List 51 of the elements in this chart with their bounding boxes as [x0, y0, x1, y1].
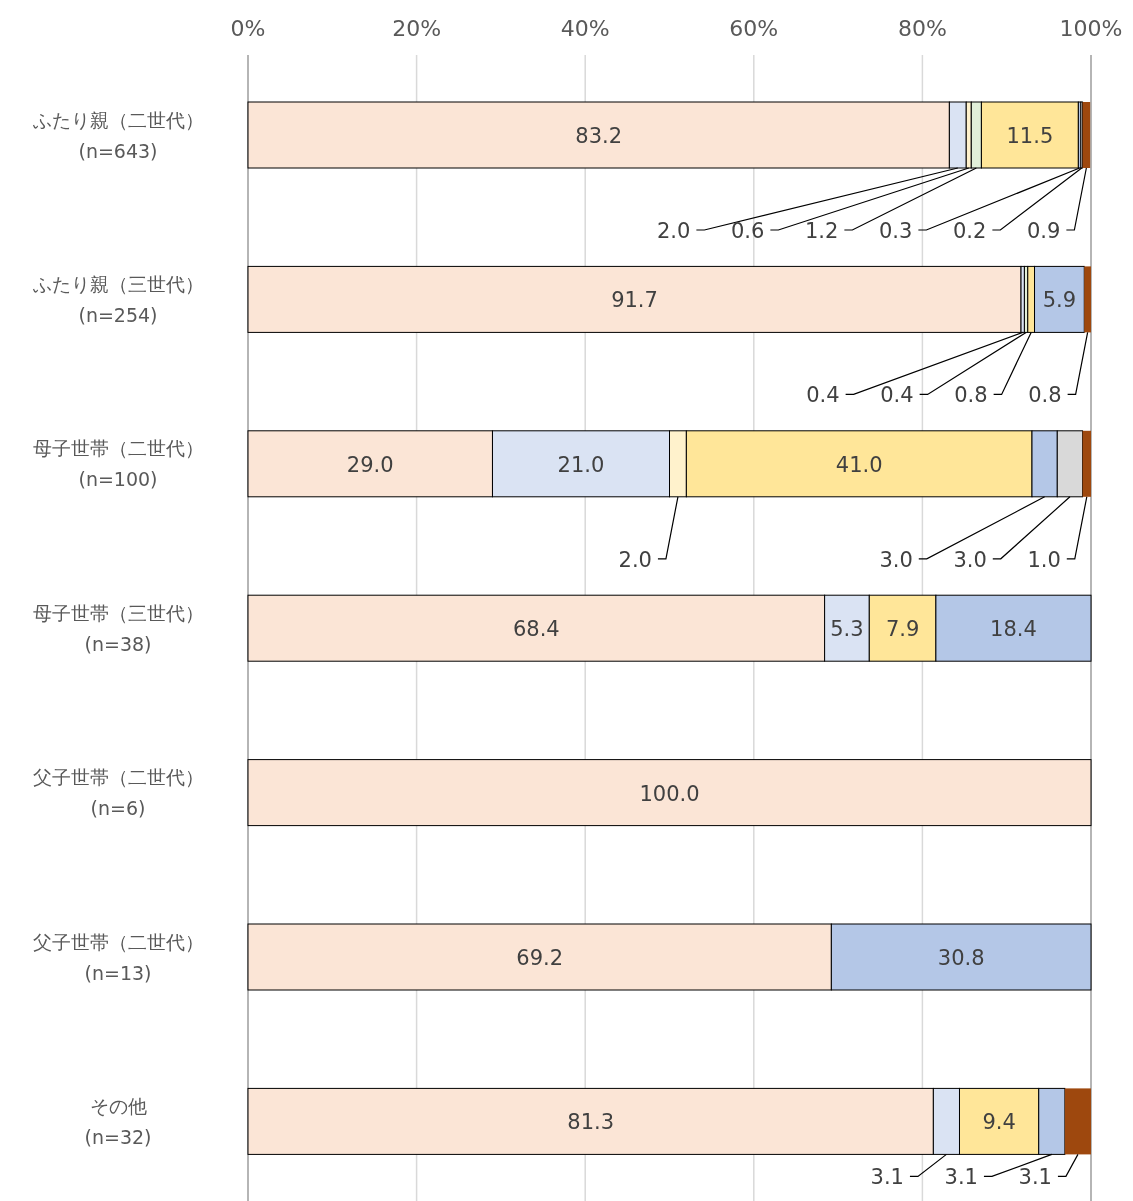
data-label: 0.4 [880, 383, 914, 408]
data-label: 100.0 [639, 781, 700, 806]
data-label: 3.0 [953, 547, 987, 572]
bar [1082, 102, 1091, 168]
x-tick-label: 20% [392, 16, 442, 41]
y-tick-label: ふたり親（二世代） (n=643) [31, 108, 204, 162]
data-label: 83.2 [575, 124, 623, 148]
y-tick-label: 母子世帯（二世代） (n=100) [32, 437, 204, 491]
x-tick-label: 40% [560, 16, 610, 41]
data-label: 0.4 [806, 383, 840, 408]
x-tick-label: 100% [1059, 16, 1123, 41]
x-tick-label: 0% [230, 16, 266, 41]
data-label: 5.3 [830, 617, 864, 642]
y-tick-label: 父子世帯（二世代） (n=6) [32, 766, 204, 820]
bar [1082, 430, 1091, 497]
bar [247, 759, 1092, 827]
data-label: 41.0 [835, 452, 883, 477]
data-label: 0.2 [952, 219, 987, 243]
bar [1084, 266, 1091, 333]
y-tick-label: 母子世帯（三世代） (n=38) [32, 601, 204, 655]
data-label: 11.5 [1006, 124, 1054, 148]
x-tick-label: 60% [729, 16, 779, 41]
data-label: 1.0 [1027, 547, 1061, 572]
data-label: 3.0 [879, 547, 913, 572]
data-label: 0.6 [730, 219, 765, 243]
data-label: 5.9 [1042, 288, 1077, 313]
data-label: 2.0 [656, 219, 691, 243]
data-label: 9.4 [982, 1110, 1016, 1135]
data-label: 69.2 [516, 946, 564, 970]
data-label: 29.0 [346, 452, 394, 477]
data-label: 21.0 [557, 452, 605, 477]
data-label: 91.7 [611, 288, 658, 313]
data-label: 0.8 [1028, 383, 1062, 408]
data-label: 81.3 [567, 1110, 615, 1135]
data-label: 2.0 [618, 547, 652, 572]
data-label: 0.3 [878, 219, 913, 243]
data-label: 0.8 [954, 383, 988, 408]
bar [1064, 1088, 1091, 1155]
y-tick-label: 父子世帯（二世代） (n=13) [32, 930, 204, 984]
data-label: 18.4 [990, 617, 1037, 642]
y-tick-label: その他 (n=32) [84, 1094, 152, 1148]
data-label: 30.8 [937, 946, 985, 970]
data-label: 3.1 [1018, 1165, 1052, 1190]
data-label: 68.4 [512, 617, 560, 642]
x-tick-label: 80% [897, 16, 947, 41]
y-tick-label: ふたり親（三世代） (n=254) [31, 272, 204, 326]
data-label: 7.9 [885, 617, 920, 642]
data-label: 3.1 [870, 1165, 904, 1190]
data-label: 0.9 [1026, 219, 1061, 243]
data-label: 3.1 [944, 1165, 978, 1190]
data-label: 1.2 [804, 219, 839, 243]
